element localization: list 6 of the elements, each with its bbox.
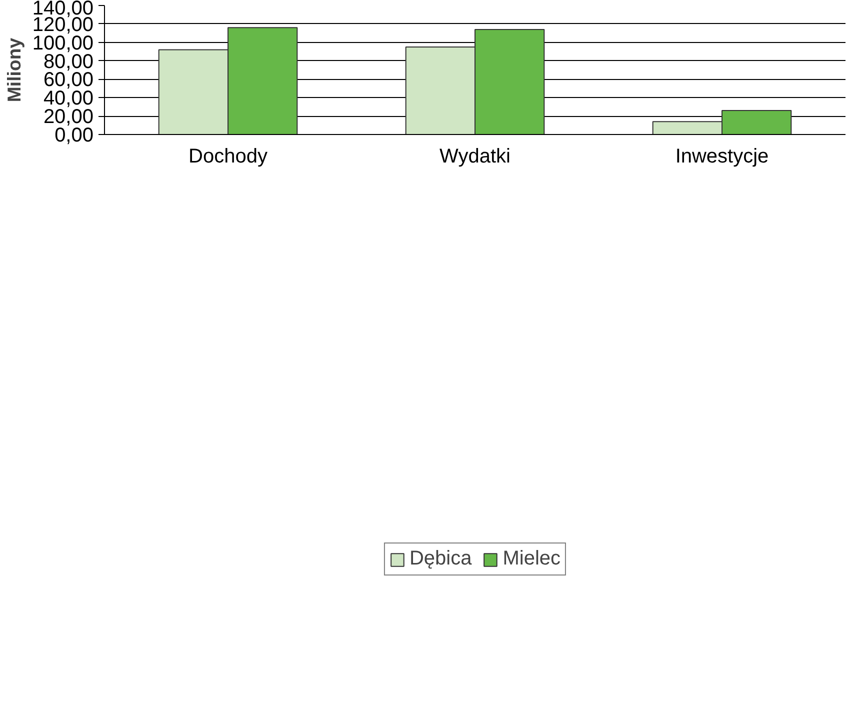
legend-label: Mielec bbox=[502, 548, 561, 571]
x-tick-label: Dochody bbox=[188, 146, 268, 168]
y-axis-title: Miliony bbox=[3, 37, 24, 102]
x-tick-label: Wydatki bbox=[440, 146, 510, 168]
legend-label: Dębica bbox=[409, 548, 472, 571]
x-tick-label: Inwestycje bbox=[675, 146, 769, 168]
